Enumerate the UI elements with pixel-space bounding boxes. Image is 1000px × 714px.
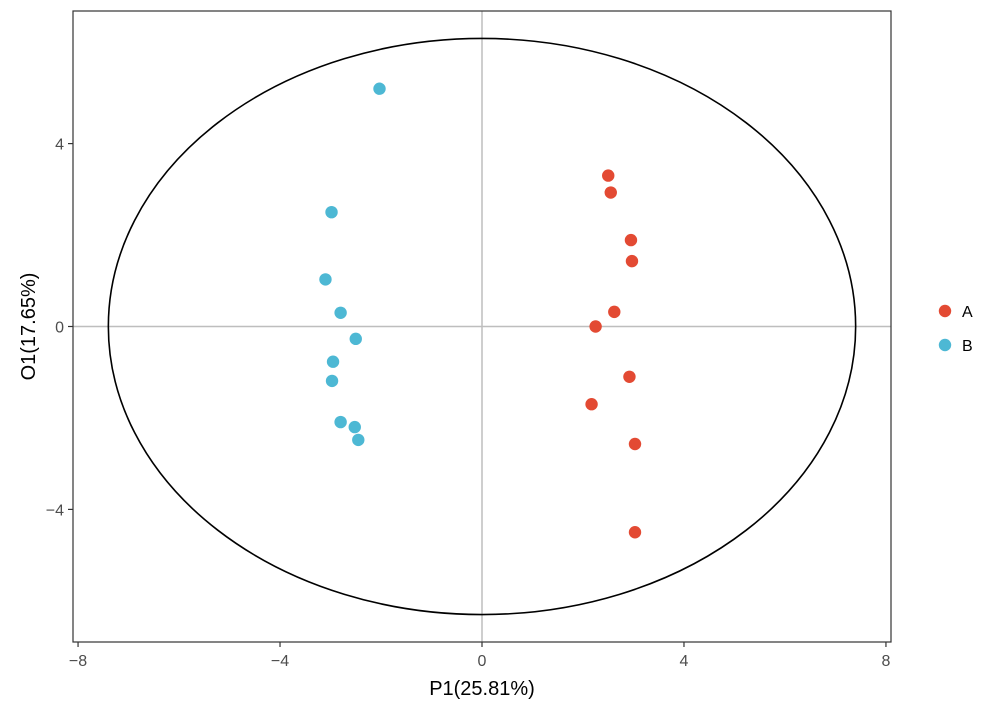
y-axis: −4 0 4 (46, 137, 73, 519)
legend-key-b (938, 338, 952, 352)
x-axis-title: P1(25.81%) (429, 678, 535, 700)
point-b (334, 306, 347, 319)
point-a (628, 437, 642, 451)
legend-key-a (938, 304, 952, 318)
legend-label-b: B (962, 338, 973, 355)
legend-label-a: A (962, 304, 973, 321)
data-points (319, 82, 642, 539)
point-a (589, 320, 602, 333)
point-a (604, 186, 617, 199)
point-b (319, 273, 332, 286)
y-tick-label: 4 (55, 137, 64, 154)
point-b (352, 433, 365, 447)
x-tick-label: −8 (69, 653, 87, 670)
point-b (325, 374, 339, 388)
y-tick-label: 0 (55, 320, 64, 337)
y-tick-label: −4 (46, 502, 64, 519)
confidence-ellipse (107, 37, 857, 616)
point-a (585, 398, 598, 411)
point-b (325, 205, 338, 219)
point-a (625, 254, 639, 268)
x-tick-label: −4 (271, 653, 289, 670)
point-b (334, 415, 347, 429)
point-a (628, 526, 642, 539)
point-b (373, 82, 386, 95)
point-b (349, 332, 362, 346)
x-tick-label: 8 (881, 653, 890, 670)
point-b (348, 420, 361, 434)
legend: AB (938, 304, 973, 355)
point-a (608, 305, 621, 319)
point-a (602, 169, 615, 182)
y-axis-title: O1(17.65%) (18, 273, 40, 381)
x-axis: −8 −4 0 4 8 (69, 642, 890, 670)
point-a (624, 233, 638, 247)
x-tick-label: 4 (680, 653, 689, 670)
plot-area (72, 10, 892, 643)
x-tick-label: 0 (478, 653, 487, 670)
point-a (623, 370, 636, 383)
point-b (326, 355, 340, 368)
